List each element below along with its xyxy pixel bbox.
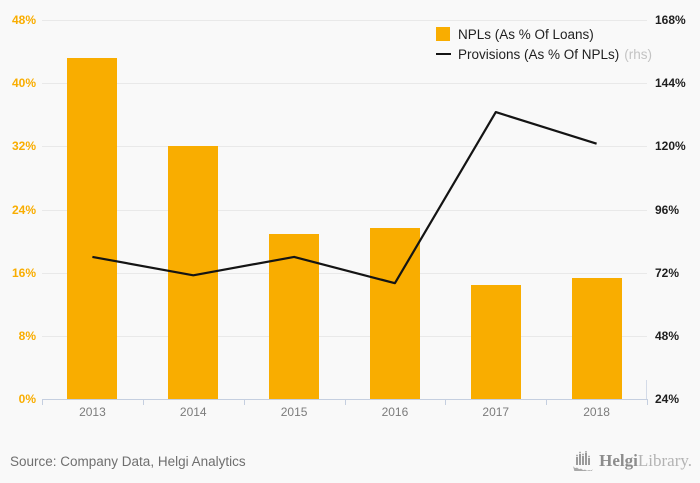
- gridline: [42, 272, 647, 274]
- provisions-line-swatch-icon: [436, 53, 451, 55]
- right-axis-tick-label: 72%: [655, 265, 680, 280]
- chart-legend: NPLs (As % Of Loans) Provisions (As % Of…: [436, 24, 652, 64]
- gridline: [42, 20, 647, 21]
- right-axis-tick-label: 96%: [655, 202, 680, 217]
- source-text: Source: Company Data, Helgi Analytics: [10, 453, 246, 469]
- x-axis-label-2016: 2016: [381, 405, 409, 419]
- left-axis-tick-label: 24%: [11, 202, 36, 217]
- gridline: [42, 335, 647, 337]
- npls-bar-2017[interactable]: [470, 285, 521, 399]
- left-axis-tick-label: 48%: [11, 13, 36, 27]
- x-axis-label-2017: 2017: [482, 405, 510, 419]
- x-axis-tick: [647, 399, 648, 405]
- chart-footer: Source: Company Data, Helgi Analytics: [0, 446, 700, 476]
- x-axis-tick: [243, 399, 245, 405]
- right-axis-tick-label: 120%: [655, 139, 686, 154]
- npls-bar-2013[interactable]: [67, 57, 118, 399]
- provisions-line[interactable]: [42, 20, 647, 399]
- plot-area: [42, 20, 648, 405]
- helgi-library-logo[interactable]: HelgiLibrary.: [572, 451, 692, 471]
- left-axis-tick-label: 16%: [11, 265, 36, 280]
- legend-item-npls[interactable]: NPLs (As % Of Loans): [436, 24, 652, 44]
- npls-bar-swatch-icon: [436, 27, 450, 41]
- gridline: [42, 209, 647, 211]
- x-axis-tick: [142, 399, 144, 405]
- left-axis-tick-label: 8%: [18, 328, 36, 343]
- x-axis-label-2015: 2015: [280, 405, 308, 419]
- x-axis-tick: [42, 399, 43, 405]
- gridline: [42, 83, 647, 85]
- left-axis-tick-label: 32%: [11, 139, 36, 154]
- npls-bar-2018[interactable]: [571, 278, 622, 399]
- logo-text-helgi: Helgi: [599, 451, 638, 470]
- legend-label-provisions: Provisions (As % Of NPLs): [458, 46, 620, 62]
- x-axis-tick: [344, 399, 346, 405]
- legend-rhs-note: (rhs): [624, 46, 653, 62]
- right-axis-tick-label: 48%: [655, 328, 680, 343]
- right-axis-tick-label: 144%: [655, 76, 686, 91]
- right-axis-stub: [646, 380, 647, 399]
- x-axis-tick: [546, 399, 548, 405]
- x-axis-label-2018: 2018: [583, 405, 610, 419]
- legend-label-npls: NPLs (As % Of Loans): [458, 26, 594, 42]
- left-axis-tick-label: 40%: [11, 76, 36, 91]
- legend-item-provisions[interactable]: Provisions (As % Of NPLs) (rhs): [436, 44, 652, 64]
- left-axis-tick-label: 0%: [18, 392, 36, 406]
- x-axis-label-2014: 2014: [179, 405, 207, 419]
- helgi-logo-icon: [573, 451, 594, 471]
- right-axis-tick-label: 168%: [655, 13, 686, 27]
- x-axis-tick: [445, 399, 447, 405]
- x-axis-label-2013: 2013: [79, 405, 106, 419]
- logo-text-library: Library.: [637, 451, 692, 470]
- right-axis-tick-label: 24%: [655, 392, 680, 406]
- gridline: [42, 146, 647, 148]
